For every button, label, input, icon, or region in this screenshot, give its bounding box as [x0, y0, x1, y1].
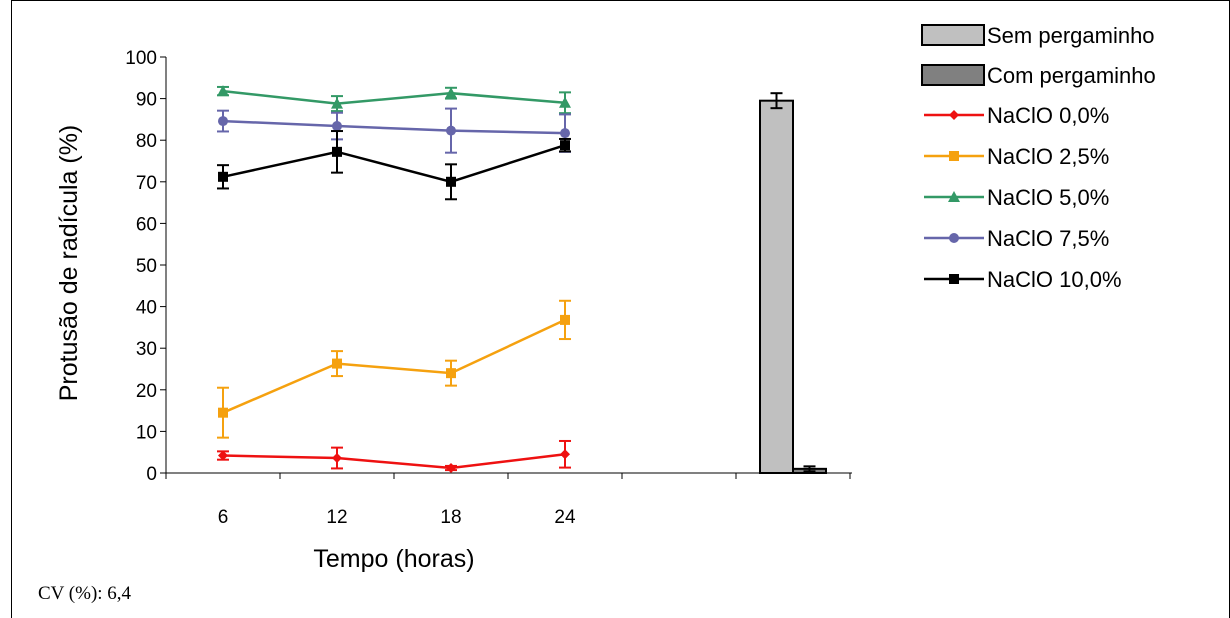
y-tick-label: 20: [136, 381, 157, 402]
legend-label: Sem pergaminho: [987, 23, 1155, 48]
y-tick-label: 40: [136, 298, 157, 319]
data-point: [332, 453, 342, 464]
axes: 0 10 20 30 40 50 60 70 80 90 100 6 12 18 24: [125, 48, 852, 528]
data-point: [217, 85, 229, 97]
series-line: [222, 453, 566, 470]
legend-label: Com pergaminho: [987, 63, 1156, 88]
legend-label: NaClO 7,5%: [987, 226, 1109, 251]
legend-label: NaClO 5,0%: [987, 185, 1109, 210]
data-point: [446, 125, 456, 136]
x-tick-label: 24: [554, 507, 576, 528]
series-line: [222, 318, 566, 414]
x-tick-label: 6: [218, 507, 229, 528]
y-tick-label: 60: [136, 214, 157, 235]
data-point: [446, 463, 456, 474]
series-1: [217, 299, 571, 439]
legend: Sem pergaminho Com pergaminho NaClO 0,0% Na…: [921, 23, 1156, 292]
legend-label: NaClO 2,5%: [987, 144, 1109, 169]
y-tick-label: 0: [146, 464, 157, 485]
y-tick-label: 50: [136, 256, 157, 277]
legend-marker: [949, 274, 959, 284]
data-point: [446, 176, 456, 187]
legend-swatch: [921, 24, 985, 46]
bars: [759, 92, 827, 475]
data-point: [560, 140, 570, 151]
legend-label: NaClO 0,0%: [987, 103, 1109, 128]
y-tick-label: 30: [136, 339, 157, 360]
series-3: [217, 107, 571, 154]
legend-marker: [949, 151, 959, 161]
series-line: [222, 144, 566, 184]
x-tick-label: 18: [440, 507, 461, 528]
y-tick-label: 10: [136, 422, 157, 443]
data-point: [331, 97, 343, 109]
x-tick-label: 12: [326, 507, 347, 528]
legend-marker: [949, 233, 959, 243]
y-tick-label: 90: [136, 90, 157, 111]
series-layer: [217, 85, 571, 474]
series-2: [217, 85, 571, 115]
legend-marker: [948, 191, 960, 202]
data-point: [218, 171, 228, 182]
series-line: [222, 89, 566, 105]
series-line: [222, 119, 566, 135]
series-0: [217, 439, 571, 474]
data-point: [559, 96, 571, 108]
data-point: [218, 407, 228, 418]
data-point: [560, 128, 570, 139]
y-tick-label: 80: [136, 131, 157, 152]
series-4: [217, 130, 571, 201]
data-point: [218, 116, 228, 127]
x-axis-title: Tempo (horas): [313, 545, 474, 573]
y-tick-label: 70: [136, 173, 157, 194]
data-point: [445, 87, 457, 99]
y-tick-label: 100: [125, 48, 157, 69]
cv-note: CV (%): 6,4: [38, 583, 132, 604]
data-point: [218, 450, 228, 461]
data-point: [332, 121, 342, 132]
data-point: [560, 314, 570, 325]
y-axis-title: Protusão de radícula (%): [55, 125, 83, 402]
data-point: [560, 449, 570, 460]
data-point: [332, 358, 342, 369]
data-point: [446, 368, 456, 379]
legend-label: NaClO 10,0%: [987, 267, 1122, 292]
legend-marker: [949, 110, 959, 120]
data-point: [332, 146, 342, 157]
legend-swatch: [921, 64, 985, 86]
bar: [759, 99, 794, 475]
